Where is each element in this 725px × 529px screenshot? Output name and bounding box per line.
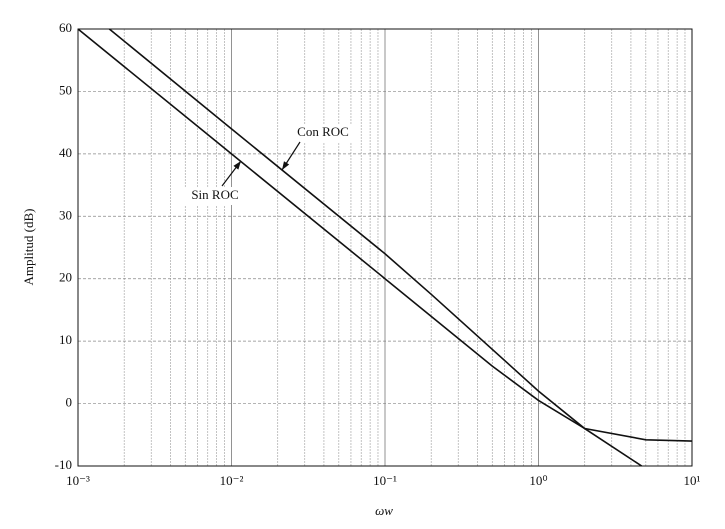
arrow-head [233,161,241,170]
legend-label: Con ROC [297,124,349,139]
y-tick-label: 20 [59,270,72,285]
x-axis-label: ωw [375,503,393,518]
legend-label: Sin ROC [191,187,238,202]
label-background [179,187,251,205]
y-axis-label: Amplitud (dB) [21,209,36,286]
x-tick-label: 10⁻¹ [373,473,397,488]
plot-frame [77,28,693,467]
x-tick-label: 10¹ [684,473,701,488]
arrow-head [282,161,290,170]
x-tick-label: 10⁻³ [66,473,90,488]
y-tick-label: 40 [59,145,72,160]
line [108,28,643,467]
x-tick-label: 10⁻² [220,473,244,488]
line [77,28,693,442]
y-tick-label: 10 [59,332,72,347]
label-background [287,124,359,142]
x-tick-label: 10⁰ [529,473,547,488]
y-tick-label: 50 [59,82,72,97]
y-tick-label: -10 [55,457,72,472]
y-tick-label: 60 [59,20,72,35]
y-tick-label: 0 [66,395,73,410]
y-tick-label: 30 [59,207,72,222]
